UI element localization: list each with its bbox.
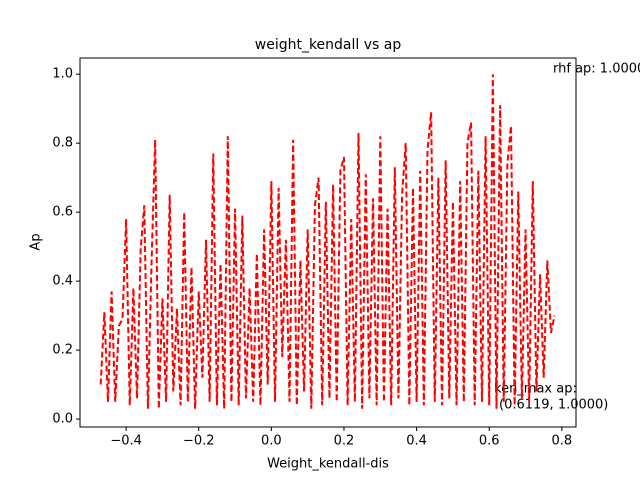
plot-frame	[79, 57, 577, 428]
y-axis-label: Ap	[29, 233, 44, 250]
x-tick-label: 0.4	[406, 434, 427, 449]
annotation: (0.6119, 1.0000)	[499, 398, 608, 413]
x-tick-label: −0.2	[183, 434, 215, 449]
y-tick-label: 0.6	[52, 205, 73, 220]
y-tick-label: 0.8	[52, 136, 73, 151]
x-tick-label: 0.8	[551, 434, 572, 449]
x-axis-label: Weight_kendall-dis	[267, 457, 389, 472]
chart-title: weight_kendall vs ap	[255, 37, 402, 53]
y-tick-label: 1.0	[52, 67, 73, 82]
data-line	[99, 74, 556, 409]
x-tick-label: 0.6	[479, 434, 500, 449]
y-tick-label: 0.0	[52, 412, 73, 427]
y-tick-label: 0.4	[52, 274, 73, 289]
y-tick-label: 0.2	[52, 343, 73, 358]
x-tick-label: 0.0	[261, 434, 282, 449]
x-tick-label: 0.2	[334, 434, 355, 449]
x-tick-label: −0.4	[110, 434, 142, 449]
annotation: rhf ap: 1.0000	[553, 62, 640, 77]
